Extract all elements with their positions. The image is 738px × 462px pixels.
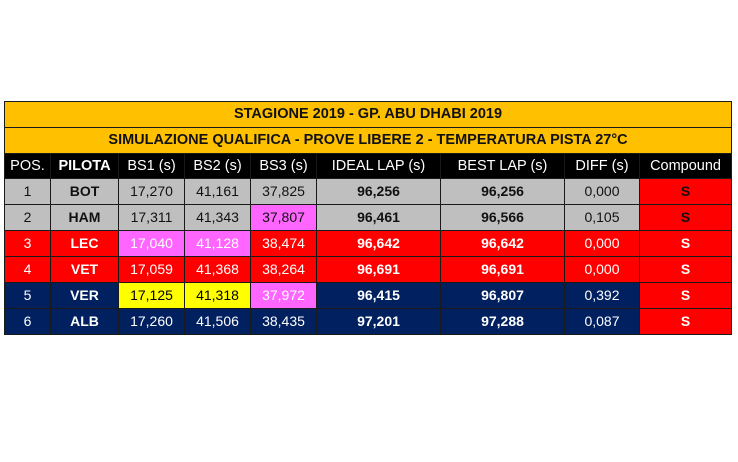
header-compound: Compound xyxy=(638,153,733,179)
title-row: STAGIONE 2019 - GP. ABU DHABI 2019 xyxy=(3,101,733,128)
cell-best-lap: 97,288 xyxy=(440,308,565,335)
table-row: 1 BOT 17,270 41,161 37,825 96,256 96,256… xyxy=(4,178,733,205)
cell-diff: 0,087 xyxy=(564,308,640,335)
cell-bs2: 41,368 xyxy=(184,256,251,283)
cell-bs1: 17,059 xyxy=(118,256,185,283)
header-diff: DIFF (s) xyxy=(564,153,640,179)
cell-compound: S xyxy=(638,178,733,205)
cell-bs1: 17,260 xyxy=(118,308,185,335)
cell-bs2: 41,343 xyxy=(184,204,251,231)
qualifying-simulation-table: STAGIONE 2019 - GP. ABU DHABI 2019 SIMUL… xyxy=(3,101,733,335)
cell-bs2: 41,128 xyxy=(184,230,251,257)
cell-bs1: 17,270 xyxy=(118,178,185,205)
table-row: 3 LEC 17,040 41,128 38,474 96,642 96,642… xyxy=(4,230,733,257)
cell-ideal-lap: 96,256 xyxy=(316,178,441,205)
cell-diff: 0,105 xyxy=(564,204,640,231)
cell-pos: 2 xyxy=(4,204,51,231)
cell-pos: 5 xyxy=(4,282,51,309)
cell-pilota: VET xyxy=(50,256,119,283)
cell-pos: 1 xyxy=(4,178,51,205)
cell-compound: S xyxy=(638,256,733,283)
cell-bs3: 37,825 xyxy=(250,178,317,205)
cell-best-lap: 96,691 xyxy=(440,256,565,283)
cell-bs3: 38,264 xyxy=(250,256,317,283)
table-row: 5 VER 17,125 41,318 37,972 96,415 96,807… xyxy=(4,282,733,309)
cell-compound: S xyxy=(638,308,733,335)
cell-ideal-lap: 97,201 xyxy=(316,308,441,335)
cell-compound: S xyxy=(638,204,733,231)
cell-pos: 3 xyxy=(4,230,51,257)
header-ideal-lap: IDEAL LAP (s) xyxy=(316,153,441,179)
cell-diff: 0,000 xyxy=(564,256,640,283)
cell-bs2: 41,161 xyxy=(184,178,251,205)
header-row: POS. PILOTA BS1 (s) BS2 (s) BS3 (s) IDEA… xyxy=(4,153,733,179)
cell-diff: 0,000 xyxy=(564,230,640,257)
results-table-container: STAGIONE 2019 - GP. ABU DHABI 2019 SIMUL… xyxy=(3,101,733,335)
cell-ideal-lap: 96,642 xyxy=(316,230,441,257)
cell-bs3: 37,972 xyxy=(250,282,317,309)
cell-diff: 0,000 xyxy=(564,178,640,205)
cell-pos: 6 xyxy=(4,308,51,335)
cell-bs3: 38,474 xyxy=(250,230,317,257)
cell-diff: 0,392 xyxy=(564,282,640,309)
cell-pilota: HAM xyxy=(50,204,119,231)
cell-ideal-lap: 96,415 xyxy=(316,282,441,309)
cell-bs3: 37,807 xyxy=(250,204,317,231)
cell-best-lap: 96,566 xyxy=(440,204,565,231)
cell-compound: S xyxy=(638,282,733,309)
cell-pilota: VER xyxy=(50,282,119,309)
cell-pilota: BOT xyxy=(50,178,119,205)
table-row: 4 VET 17,059 41,368 38,264 96,691 96,691… xyxy=(4,256,733,283)
cell-best-lap: 96,807 xyxy=(440,282,565,309)
table-row: 2 HAM 17,311 41,343 37,807 96,461 96,566… xyxy=(4,204,733,231)
header-bs3: BS3 (s) xyxy=(250,153,317,179)
cell-bs1: 17,311 xyxy=(118,204,185,231)
cell-best-lap: 96,256 xyxy=(440,178,565,205)
header-pilota: PILOTA xyxy=(50,153,119,179)
cell-ideal-lap: 96,461 xyxy=(316,204,441,231)
subtitle-row: SIMULAZIONE QUALIFICA - PROVE LIBERE 2 -… xyxy=(3,127,733,154)
cell-best-lap: 96,642 xyxy=(440,230,565,257)
cell-bs2: 41,506 xyxy=(184,308,251,335)
cell-pos: 4 xyxy=(4,256,51,283)
cell-pilota: ALB xyxy=(50,308,119,335)
header-bs1: BS1 (s) xyxy=(118,153,185,179)
header-best-lap: BEST LAP (s) xyxy=(440,153,565,179)
table-row: 6 ALB 17,260 41,506 38,435 97,201 97,288… xyxy=(4,308,733,335)
cell-ideal-lap: 96,691 xyxy=(316,256,441,283)
header-bs2: BS2 (s) xyxy=(184,153,251,179)
cell-bs1: 17,040 xyxy=(118,230,185,257)
table-subtitle: SIMULAZIONE QUALIFICA - PROVE LIBERE 2 -… xyxy=(3,127,733,154)
cell-compound: S xyxy=(638,230,733,257)
table-title: STAGIONE 2019 - GP. ABU DHABI 2019 xyxy=(3,101,733,128)
cell-bs3: 38,435 xyxy=(250,308,317,335)
cell-bs2: 41,318 xyxy=(184,282,251,309)
cell-bs1: 17,125 xyxy=(118,282,185,309)
header-pos: POS. xyxy=(4,153,51,179)
cell-pilota: LEC xyxy=(50,230,119,257)
